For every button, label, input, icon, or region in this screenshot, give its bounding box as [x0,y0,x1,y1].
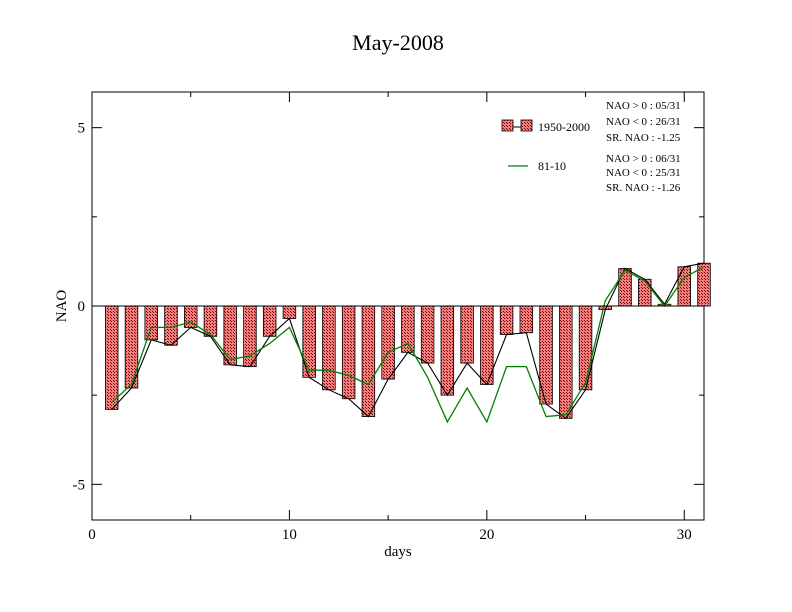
stats-1950-2000-neg: NAO < 0 : 26/31 [606,116,681,128]
bar-day-10 [282,305,297,319]
stats-81-10-sr: SR. NAO : -1.26 [606,182,681,194]
y-tick-label-0: 0 [78,299,86,315]
bar-day-25 [578,305,593,391]
bar-day-3 [144,305,158,341]
x-tick-label-10: 10 [282,527,297,543]
bar-day-11 [302,305,316,378]
line-series-81-10 [111,266,705,424]
bar-day-22 [519,305,534,334]
bar-day-30 [677,266,691,307]
legend-label-1950-2000: 1950-2000 [538,120,590,134]
bar-day-28 [638,278,652,307]
bar-day-14 [361,305,376,417]
stats-81-10-pos: NAO > 0 : 06/31 [606,153,681,165]
legend-label-81-10: 81-10 [538,159,566,173]
y-tick-label--5: -5 [73,477,86,493]
y-axis-label: NAO [54,290,70,323]
legend-swatch-1950-2000-left [501,119,514,132]
x-tick-label-0: 0 [88,527,96,543]
chart-title: May-2008 [352,30,444,55]
bar-day-15 [381,305,395,380]
legend-swatch-1950-2000-right [520,119,533,132]
stats-81-10-neg: NAO < 0 : 25/31 [606,167,681,179]
bar-day-19 [460,305,474,364]
bar-day-18 [440,305,455,396]
legend: 1950-2000 81-10 NAO > 0 : 05/31 NAO < 0 … [501,100,681,194]
bar-day-13 [341,305,356,400]
bar-day-1 [105,305,119,410]
x-tick-label-20: 20 [479,527,494,543]
bar-day-21 [499,305,514,335]
stats-1950-2000-pos: NAO > 0 : 05/31 [606,100,681,112]
bar-day-2 [124,305,139,389]
y-tick-label-5: 5 [78,121,86,137]
bar-day-24 [559,305,573,419]
bar-day-12 [322,305,336,391]
line-series-1950-2000 [111,262,705,420]
bar-day-17 [420,305,435,364]
x-tick-label-30: 30 [677,527,692,543]
bars-group [105,262,711,419]
bar-day-8 [243,305,257,368]
bar-day-27 [618,268,632,307]
axes-group: 0 10 20 30 -5 0 5 [73,92,704,543]
lines-group [111,262,705,424]
stats-1950-2000-sr: SR. NAO : -1.25 [606,132,681,144]
x-axis-label: days [384,544,412,560]
bar-day-7 [223,305,237,366]
